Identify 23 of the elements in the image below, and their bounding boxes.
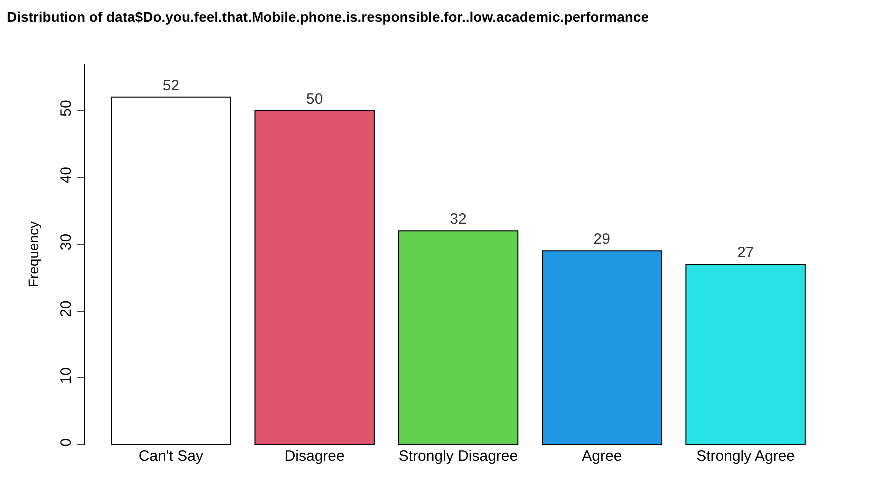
y-tick-label: 10 <box>58 368 75 384</box>
x-tick-label: Agree <box>582 448 622 465</box>
data-label: 50 <box>306 90 324 108</box>
y-axis-title: Frequency <box>26 221 42 288</box>
data-label: 52 <box>162 77 180 94</box>
x-tick-label: Disagree <box>284 448 345 465</box>
x-tick-label: Can't Say <box>138 448 204 465</box>
data-label: 32 <box>450 211 467 228</box>
y-tick-label: 40 <box>58 167 75 184</box>
bar <box>542 250 662 445</box>
chart-title: Distribution of data$Do.you.feel.that.Mobile.phone.is.responsible.for..low.academic.performance <box>6 8 650 25</box>
bar <box>111 96 232 445</box>
y-tick-label: 50 <box>58 100 75 117</box>
x-tick-label: Strongly Agree <box>696 448 796 465</box>
y-tick-label: 20 <box>58 300 75 318</box>
y-tick-label: 0 <box>58 438 75 447</box>
bar <box>686 264 806 445</box>
x-tick-label: Strongly Disagree <box>398 448 518 465</box>
data-label: 27 <box>737 244 754 262</box>
bar <box>254 110 375 445</box>
data-label: 29 <box>594 231 610 248</box>
y-tick-label: 30 <box>58 234 75 251</box>
bar <box>398 230 519 445</box>
